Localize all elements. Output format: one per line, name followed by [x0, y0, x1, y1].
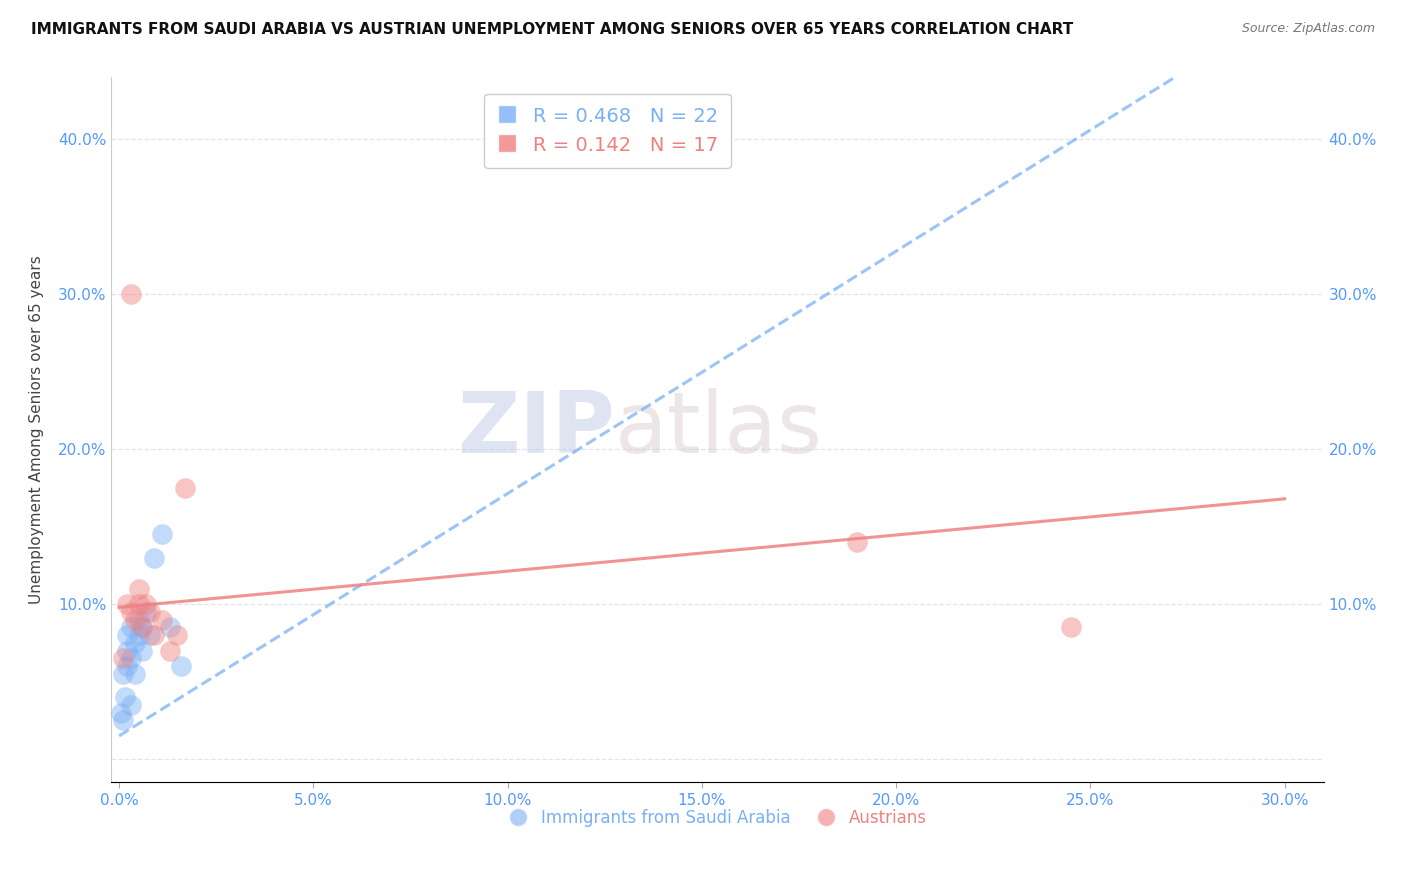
Point [115, 659, 138, 673]
Point [159, 620, 181, 634]
Point [120, 605, 142, 619]
Point [120, 698, 142, 712]
Point [166, 628, 188, 642]
Point [111, 666, 134, 681]
Y-axis label: Unemployment Among Seniors over 65 years: Unemployment Among Seniors over 65 years [30, 255, 44, 604]
Point [120, 620, 142, 634]
Point [846, 535, 869, 549]
Point [128, 628, 150, 642]
Point [110, 706, 132, 720]
Text: Source: ZipAtlas.com: Source: ZipAtlas.com [1241, 22, 1375, 36]
Point [143, 628, 166, 642]
Text: atlas: atlas [614, 388, 823, 471]
Point [139, 628, 162, 642]
Point [128, 613, 150, 627]
Point [143, 550, 166, 565]
Text: IMMIGRANTS FROM SAUDI ARABIA VS AUSTRIAN UNEMPLOYMENT AMONG SENIORS OVER 65 YEAR: IMMIGRANTS FROM SAUDI ARABIA VS AUSTRIAN… [31, 22, 1073, 37]
Point [111, 651, 134, 665]
Point [131, 620, 153, 634]
Point [135, 605, 157, 619]
Point [128, 597, 150, 611]
Point [139, 605, 162, 619]
Point [120, 287, 142, 301]
Point [120, 651, 142, 665]
Point [114, 690, 136, 705]
Legend: Immigrants from Saudi Arabia, Austrians: Immigrants from Saudi Arabia, Austrians [501, 803, 934, 834]
Point [111, 714, 134, 728]
Point [124, 666, 146, 681]
Point [124, 636, 146, 650]
Point [1060, 620, 1083, 634]
Point [174, 481, 197, 495]
Text: ZIP: ZIP [457, 388, 614, 471]
Point [150, 527, 173, 541]
Point [131, 620, 153, 634]
Point [115, 628, 138, 642]
Point [170, 659, 193, 673]
Point [159, 643, 181, 657]
Point [124, 613, 146, 627]
Point [150, 613, 173, 627]
Point [131, 643, 153, 657]
Point [128, 582, 150, 596]
Point [115, 597, 138, 611]
Point [115, 643, 138, 657]
Point [135, 597, 157, 611]
